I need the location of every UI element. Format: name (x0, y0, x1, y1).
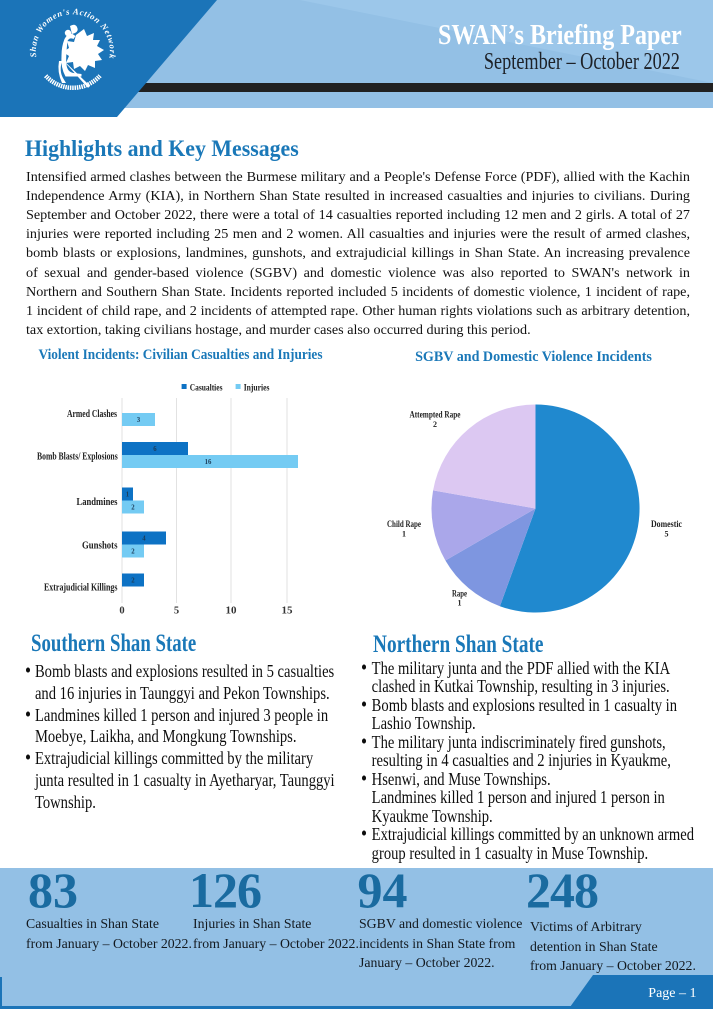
svg-text:1: 1 (402, 530, 406, 539)
svg-text:Casualties: Casualties (190, 382, 223, 392)
svg-text:Landmines: Landmines (77, 497, 118, 508)
svg-text:Child Rape: Child Rape (387, 519, 421, 529)
svg-text:1: 1 (458, 599, 462, 608)
svg-text:Attempted Rape: Attempted Rape (410, 410, 461, 420)
svg-text:2: 2 (131, 549, 135, 556)
svg-text:Domestic: Domestic (651, 519, 682, 529)
svg-text:Gunshots: Gunshots (82, 541, 118, 552)
svg-text:Rape: Rape (452, 589, 467, 599)
svg-text:Armed Clashes: Armed Clashes (67, 409, 117, 420)
svg-text:0: 0 (119, 605, 124, 616)
svg-text:15: 15 (282, 605, 293, 616)
svg-text:2: 2 (131, 505, 135, 512)
svg-text:Bomb Blasts/ Explosions: Bomb Blasts/ Explosions (37, 452, 118, 463)
svg-text:1: 1 (126, 492, 130, 499)
svg-text:6: 6 (153, 446, 157, 453)
svg-text:5: 5 (174, 605, 179, 616)
svg-text:4: 4 (142, 536, 146, 543)
svg-text:10: 10 (226, 605, 237, 616)
svg-text:5: 5 (665, 530, 669, 539)
svg-text:2: 2 (433, 420, 437, 429)
svg-text:16: 16 (205, 459, 212, 466)
svg-text:3: 3 (137, 417, 141, 424)
svg-text:2: 2 (131, 578, 135, 585)
svg-text:Injuries: Injuries (244, 382, 270, 392)
svg-text:Extrajudicial Killings: Extrajudicial Killings (44, 583, 118, 594)
